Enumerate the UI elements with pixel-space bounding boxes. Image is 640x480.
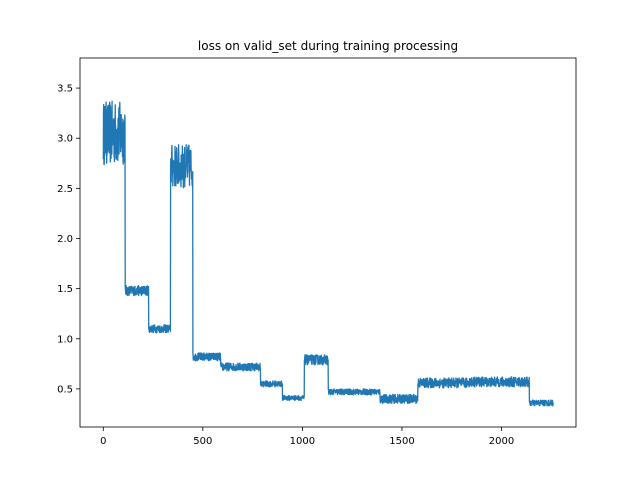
chart-title: loss on valid_set during training proces… <box>198 39 458 53</box>
y-tick-label: 3.0 <box>57 134 73 145</box>
y-tick-label: 1.5 <box>57 284 73 295</box>
x-tick-label: 0 <box>100 436 106 447</box>
y-tick-label: 0.5 <box>57 384 73 395</box>
series-line-0 <box>102 100 554 407</box>
plot-area <box>102 100 554 407</box>
x-tick-label: 500 <box>193 436 212 447</box>
axis-ticks: 0 500 1000 1500 2000 0.5 1.0 1.5 2.0 2.5 3.0 3.5 <box>57 84 514 447</box>
x-tick-label: 2000 <box>489 436 514 447</box>
x-tick-label: 1500 <box>389 436 414 447</box>
axes-frame <box>79 57 577 428</box>
y-tick-label: 1.0 <box>57 334 73 345</box>
y-tick-label: 3.5 <box>57 84 73 95</box>
x-tick-label: 1000 <box>290 436 315 447</box>
y-tick-label: 2.0 <box>57 234 73 245</box>
y-tick-label: 2.5 <box>57 184 73 195</box>
